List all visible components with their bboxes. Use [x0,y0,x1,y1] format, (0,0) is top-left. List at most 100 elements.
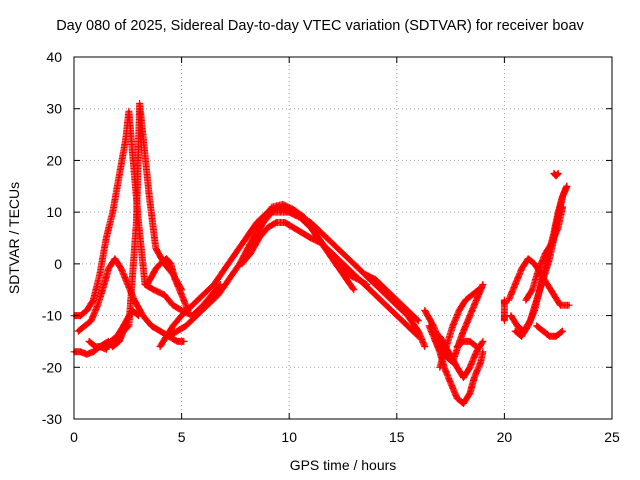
data-point [427,324,431,328]
data-point [457,309,461,312]
data-point [234,252,237,255]
data-point [137,314,140,317]
data-point [406,314,409,317]
data-point [565,184,569,188]
data-point [462,340,465,343]
data-point [423,345,427,348]
data-point [102,283,106,286]
data-point [257,236,261,240]
data-point [253,236,257,240]
data-point [169,262,173,266]
data-point [464,298,467,302]
data-point [138,102,141,105]
data-point [520,267,523,271]
data-point [130,309,134,312]
data-point [249,252,252,255]
data-point [330,252,334,255]
data-point [89,319,93,323]
data-point [212,283,216,286]
data-point [554,334,558,338]
data-point [158,262,162,266]
data-point [298,216,302,219]
series-arc-8 [238,219,422,340]
data-point [79,350,82,354]
data-point [131,159,135,162]
data-point [216,293,220,297]
data-point [244,236,248,240]
data-point [475,345,478,348]
data-point [300,231,304,235]
data-point [533,262,536,266]
data-point [83,324,87,328]
data-point [513,329,517,333]
series-arc-4 [85,306,143,353]
data-point [477,288,480,292]
data-point [507,298,511,302]
data-point [341,252,345,255]
y-tick-label: 10 [46,204,62,220]
y-tick-label: 0 [54,256,62,272]
data-point [363,283,366,286]
data-point [287,210,291,214]
x-tick-label: 5 [178,429,186,445]
series-arc-16 [500,296,508,325]
data-point [279,210,282,214]
data-point [432,324,435,328]
data-point [539,283,543,286]
marker-trace [453,337,480,351]
data-point [524,298,528,302]
data-point [550,241,554,245]
data-point [180,293,183,297]
data-point [270,205,274,209]
data-point [513,283,517,286]
data-point [85,353,89,356]
data-point [468,314,472,317]
data-point [526,257,530,260]
data-point [449,381,452,385]
data-point [219,283,222,286]
y-tick-label: -10 [42,308,62,324]
x-tick-label: 20 [497,429,513,445]
data-point [567,303,571,307]
data-point [122,324,125,328]
data-point [115,334,119,338]
data-point [503,314,506,317]
data-point [184,324,188,328]
data-point [533,309,536,312]
data-point [180,314,183,317]
data-point [111,345,115,348]
data-point [561,195,564,198]
marker-trace [361,270,422,325]
series-arc-21 [533,322,566,340]
data-point [227,278,231,281]
data-point [384,293,388,297]
data-point [548,334,551,338]
data-point [455,365,459,369]
y-axis-label: SDTVAR / TECUs [6,182,22,294]
data-point [503,298,506,302]
data-point [120,267,123,271]
data-point [438,334,442,338]
data-point [244,252,248,255]
data-points [70,100,573,407]
data-point [373,278,377,281]
data-point [158,345,162,348]
data-point [132,298,136,302]
data-point [167,334,170,338]
data-point [292,208,295,211]
data-point [373,293,377,297]
data-point [320,241,323,245]
data-point [313,231,317,235]
data-point [109,340,112,343]
data-point [113,257,117,260]
data-point [171,324,175,328]
data-point [92,350,95,354]
data-point [85,309,89,312]
data-point [309,221,313,224]
data-point [210,293,214,297]
data-point [554,174,558,178]
data-point [104,236,108,240]
y-tick-label: 20 [46,152,62,168]
data-point [107,267,110,271]
data-point [442,365,446,369]
